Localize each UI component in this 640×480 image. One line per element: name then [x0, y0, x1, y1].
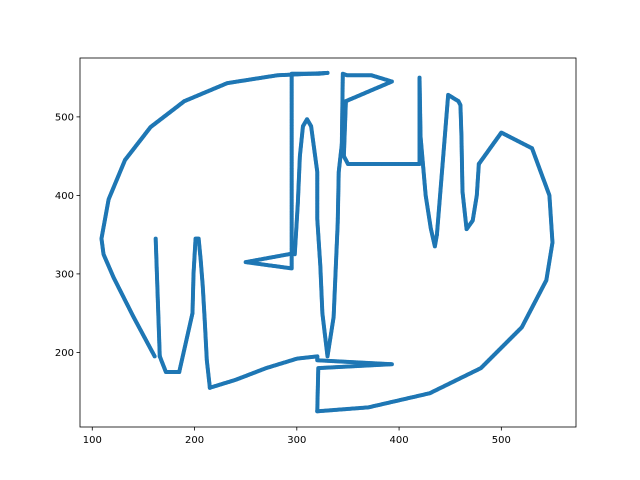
x-tick-label: 100	[83, 435, 102, 446]
x-axis: 100 200 300 400 500	[83, 427, 511, 446]
plot-frame	[79, 57, 577, 428]
x-tick-label: 500	[492, 435, 511, 446]
x-tick-label: 300	[287, 435, 306, 446]
y-axis: 200 300 400 500	[55, 112, 80, 359]
y-tick-label: 400	[55, 191, 74, 202]
y-tick-label: 500	[55, 112, 74, 123]
data-point	[153, 236, 158, 241]
series-points	[99, 70, 555, 414]
y-tick-label: 200	[55, 348, 74, 359]
x-tick-label: 400	[390, 435, 409, 446]
y-tick-label: 300	[55, 269, 74, 280]
x-tick-label: 200	[185, 435, 204, 446]
